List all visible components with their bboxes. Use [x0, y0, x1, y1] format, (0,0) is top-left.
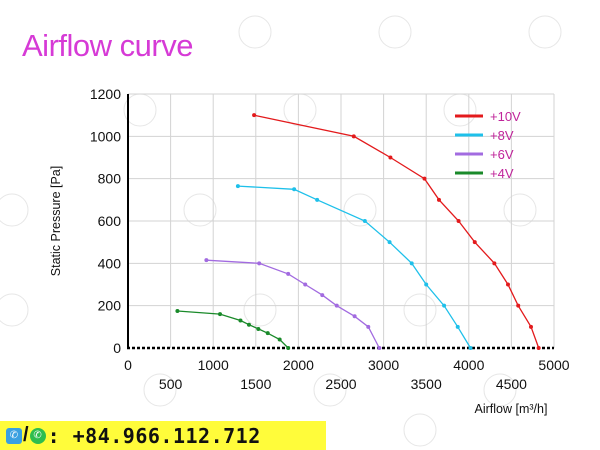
data-point	[256, 326, 261, 331]
x-tick-label: 5000	[538, 357, 569, 373]
y-tick-label: 1200	[90, 86, 121, 102]
data-point	[424, 282, 429, 287]
data-point	[422, 176, 427, 181]
data-point	[175, 308, 180, 313]
x-tick-label: 2500	[325, 376, 356, 392]
data-point	[436, 197, 441, 202]
y-tick-label: 1000	[90, 128, 121, 144]
series-line	[253, 114, 540, 349]
legend-entry: +6V	[490, 147, 514, 162]
data-point	[320, 293, 325, 298]
x-tick-label: 4000	[453, 357, 484, 373]
data-point	[468, 346, 473, 350]
chart-axes	[127, 94, 554, 350]
chart-legend: +10V +8V +6V +4V	[455, 109, 521, 181]
data-point	[492, 261, 497, 266]
x-tick-label: 2000	[283, 357, 314, 373]
y-axis-label: Static Pressure [Pa]	[49, 166, 63, 276]
data-point	[257, 261, 262, 266]
separator: /	[23, 424, 29, 446]
viber-icon[interactable]: ✆	[6, 427, 22, 444]
data-point	[252, 113, 257, 118]
data-point	[286, 271, 291, 276]
page-title: Airflow curve	[22, 28, 193, 63]
data-point	[455, 324, 460, 329]
chart-ticks: 0 200 400 600 800 1000 1200 0 500 1000 1500 2000 250…	[90, 86, 570, 392]
data-point	[472, 240, 477, 245]
x-tick-label: 0	[124, 357, 132, 373]
data-point	[536, 346, 541, 350]
data-point	[238, 318, 243, 323]
data-point	[442, 303, 447, 308]
data-point	[528, 324, 533, 329]
data-point	[362, 219, 367, 223]
x-tick-label: 4500	[496, 376, 527, 392]
data-point	[516, 303, 521, 308]
data-point	[409, 261, 414, 266]
data-point	[387, 240, 392, 245]
series-line	[177, 310, 289, 349]
y-tick-label: 600	[98, 213, 122, 229]
data-point	[334, 303, 339, 308]
data-point	[315, 197, 320, 202]
series-line	[237, 185, 472, 349]
x-axis-label: Airflow [m³/h]	[475, 402, 548, 416]
data-point	[277, 337, 282, 342]
data-point	[286, 346, 291, 350]
data-point	[388, 155, 393, 160]
y-tick-label: 200	[98, 298, 122, 314]
contact-bar: ✆ / ✆ : +84.966.112.712	[0, 421, 326, 450]
data-point	[265, 331, 270, 336]
legend-entry: +8V	[490, 128, 514, 143]
data-point	[292, 187, 297, 192]
whatsapp-icon[interactable]: ✆	[29, 427, 46, 444]
data-point	[456, 219, 461, 223]
data-point	[303, 282, 308, 287]
x-tick-label: 3000	[368, 357, 399, 373]
data-point	[366, 324, 371, 329]
x-tick-label: 500	[159, 376, 183, 392]
data-point	[505, 282, 510, 287]
data-point	[352, 314, 357, 319]
y-tick-label: 800	[98, 171, 122, 187]
data-point	[218, 312, 223, 317]
series-line	[206, 259, 380, 349]
data-point	[351, 134, 356, 139]
data-point	[246, 322, 251, 327]
chart-grid	[128, 93, 555, 348]
y-tick-label: 0	[113, 340, 121, 356]
data-point	[204, 258, 209, 263]
legend-entry: +10V	[490, 109, 521, 124]
phone-number[interactable]: : +84.966.112.712	[47, 423, 261, 448]
legend-entry: +4V	[490, 166, 514, 181]
data-point	[377, 346, 382, 350]
data-point	[235, 184, 240, 189]
x-tick-label: 1500	[240, 376, 271, 392]
y-tick-label: 400	[98, 255, 122, 271]
x-tick-label: 3500	[411, 376, 442, 392]
x-tick-label: 1000	[198, 357, 229, 373]
chart-series	[175, 113, 541, 350]
